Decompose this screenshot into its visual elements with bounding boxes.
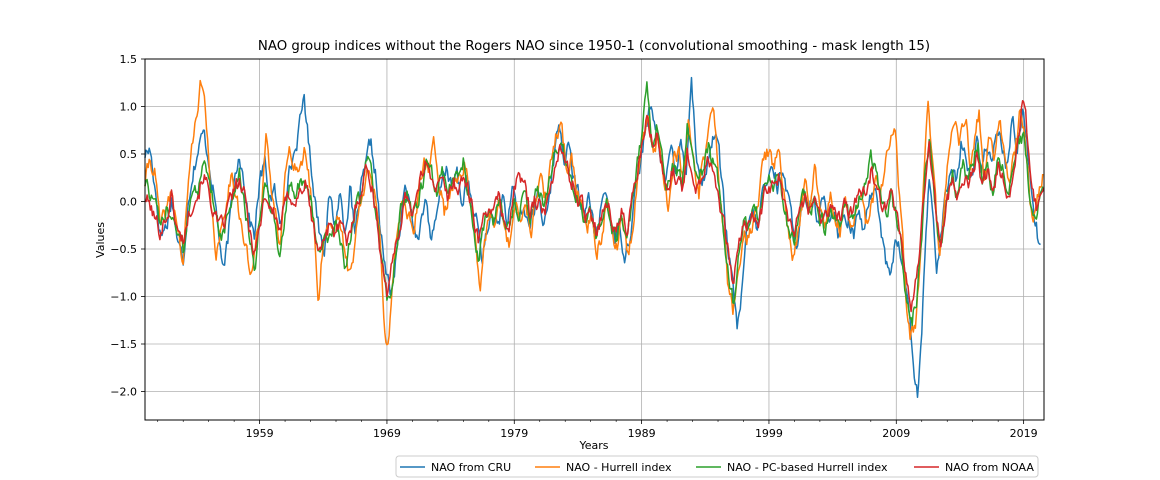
ticks: 1959 1969 1979 1989 1999 2009 2019 −2.0 −1.5 −1.0… [110, 53, 1037, 440]
legend: NAO from CRU NAO - Hurrell index NAO - PC-… [395, 455, 1039, 478]
x-tick-label: 1959 [246, 427, 274, 440]
x-tick-label: 1979 [500, 427, 528, 440]
y-tick-label: 0.0 [120, 196, 138, 209]
axes-frame [144, 58, 1045, 421]
grid [145, 58, 1044, 420]
legend-label: NAO - PC-based Hurrell index [727, 461, 888, 474]
y-tick-label: −1.5 [110, 338, 137, 351]
series-line-4 [144, 99, 1045, 313]
series-layer [144, 76, 1045, 399]
x-tick-label: 1989 [628, 427, 656, 440]
y-tick-label: −0.5 [110, 243, 137, 256]
legend-label: NAO - Hurrell index [566, 461, 672, 474]
x-tick-label: 2019 [1010, 427, 1038, 440]
series-line-2 [144, 79, 1044, 346]
y-tick-label: 1.0 [120, 101, 138, 114]
x-tick-label: 1969 [373, 427, 401, 440]
legend-label: NAO from CRU [431, 461, 511, 474]
chart-title: NAO group indices without the Rogers NAO… [258, 39, 930, 54]
legend-label: NAO from NOAA [945, 461, 1034, 474]
series-line-1 [144, 76, 1041, 399]
y-tick-label: 1.5 [120, 53, 138, 66]
x-tick-label: 2009 [882, 427, 910, 440]
y-tick-label: −1.0 [110, 291, 137, 304]
x-tick-label: 1999 [755, 427, 783, 440]
y-axis-label: Values [94, 222, 107, 258]
y-tick-label: 0.5 [120, 148, 138, 161]
y-tick-label: −2.0 [110, 386, 137, 399]
x-axis-label: Years [578, 439, 608, 452]
